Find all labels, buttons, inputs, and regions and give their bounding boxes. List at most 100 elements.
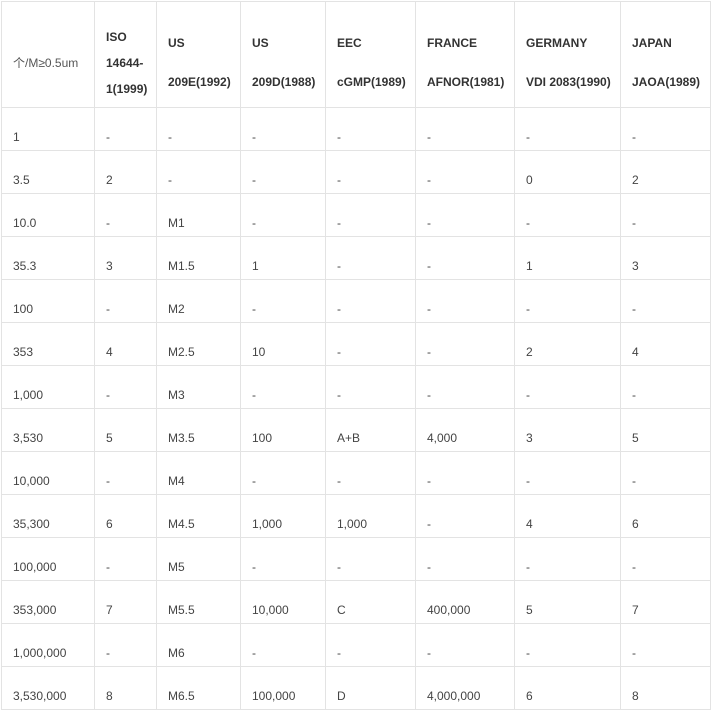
table-cell: M1 [156,193,241,237]
table-row: 353 4 M2.5 10- -2 4 [1,322,711,366]
table-cell: - [620,107,711,151]
table-cell: - [94,623,157,667]
header-line: EEC [337,36,362,50]
table-cell: - [240,451,326,495]
table-row: 1,000,000- M6- - - - - [1,623,711,667]
header-line: FRANCE [427,36,477,50]
header-line: US [252,36,269,50]
header-line: GERMANY [526,36,588,50]
table-cell: - [240,150,326,194]
table-cell: - [240,107,326,151]
table-cell: 7 [94,580,157,624]
table-cell: 1,000 [240,494,326,538]
table-cell: - [325,150,416,194]
header-france: FRANCE AFNOR(1981) [415,1,515,108]
table-row: 35,300 6 M4.5 1,000 1,000-4 6 [1,494,711,538]
table-cell: - [240,623,326,667]
table-cell: 10.0 [1,193,95,237]
table-cell: 6 [94,494,157,538]
table-row: 1,000- M3- - - - - [1,365,711,409]
header-text: 个/M≥0.5um [13,55,79,70]
table-cell: - [325,623,416,667]
table-cell: 353 [1,322,95,366]
table-cell: 100,000 [1,537,95,581]
table-cell: 7 [620,580,711,624]
table-cell: - [156,107,241,151]
header-line: 14644- [106,55,144,70]
table-cell: - [415,193,515,237]
table-cell: - [94,279,157,323]
table-row: 3.5 2- - - -0 2 [1,150,711,194]
table-cell: - [620,365,711,409]
table-cell: 100 [1,279,95,323]
table-cell: - [415,107,515,151]
header-line: 209E(1992) [168,75,231,89]
table-cell: M2 [156,279,241,323]
table-cell: 1 [240,236,326,280]
header-line: cGMP(1989) [337,75,406,89]
table-cell: M1.5 [156,236,241,280]
table-cell: 2 [514,322,621,366]
table-cell: - [514,537,621,581]
table-row: 10,000- M4- - - - - [1,451,711,495]
table-cell: - [415,279,515,323]
table-cell: - [325,322,416,366]
header-row: 个/M≥0.5um ISO 14644- 1(1999) US 209E(1992… [1,1,711,108]
table-cell: - [94,451,157,495]
table-cell: 0 [514,150,621,194]
table-cell: - [94,107,157,151]
header-line: US [168,36,185,50]
header-us-209e: US 209E(1992) [156,1,241,108]
table-cell: - [240,537,326,581]
cleanroom-standards-table: 个/M≥0.5um ISO 14644- 1(1999) US 209E(1992… [1,1,711,710]
table-cell: 1,000 [1,365,95,409]
table-cell: - [514,279,621,323]
table-cell: M4.5 [156,494,241,538]
table-cell: - [514,107,621,151]
table-cell: - [415,236,515,280]
header-line: JAPAN [632,36,672,50]
table-cell: 3,530,000 [1,666,95,710]
table-cell: - [325,451,416,495]
table-cell: 2 [94,150,157,194]
table-row: 1------- [1,107,711,151]
table-cell: - [620,537,711,581]
header-line: VDI 2083(1990) [526,75,611,89]
header-line: ISO [106,29,127,44]
table-cell: 4 [620,322,711,366]
table-cell: 5 [620,408,711,452]
table-cell: 4,000,000 [415,666,515,710]
table-cell: - [94,193,157,237]
table-cell: A+B [325,408,416,452]
header-japan: JAPAN JAOA(1989) [620,1,711,108]
table-cell: - [620,623,711,667]
table-cell: 2 [620,150,711,194]
table-cell: - [514,623,621,667]
table-cell: - [514,365,621,409]
table-cell: - [415,451,515,495]
table-cell: 35,300 [1,494,95,538]
header-line: AFNOR(1981) [427,75,505,89]
table-row: 100- M2- - - - - [1,279,711,323]
table-cell: 3 [514,408,621,452]
table-cell: 8 [620,666,711,710]
table-cell: 3 [94,236,157,280]
table-cell: 6 [620,494,711,538]
table-cell: - [94,365,157,409]
table-cell: - [94,537,157,581]
table-cell: 35.3 [1,236,95,280]
table-cell: 10 [240,322,326,366]
table-cell: 6 [514,666,621,710]
table-cell: M6.5 [156,666,241,710]
table-cell: - [325,107,416,151]
table-cell: 353,000 [1,580,95,624]
table-cell: 5 [514,580,621,624]
table-row: 10.0- M1- - - - - [1,193,711,237]
header-eec: EEC cGMP(1989) [325,1,416,108]
table-cell: - [325,365,416,409]
header-germany: GERMANY VDI 2083(1990) [514,1,621,108]
table-cell: - [620,279,711,323]
table-cell: - [240,193,326,237]
table-cell: - [325,279,416,323]
table-cell: 100,000 [240,666,326,710]
